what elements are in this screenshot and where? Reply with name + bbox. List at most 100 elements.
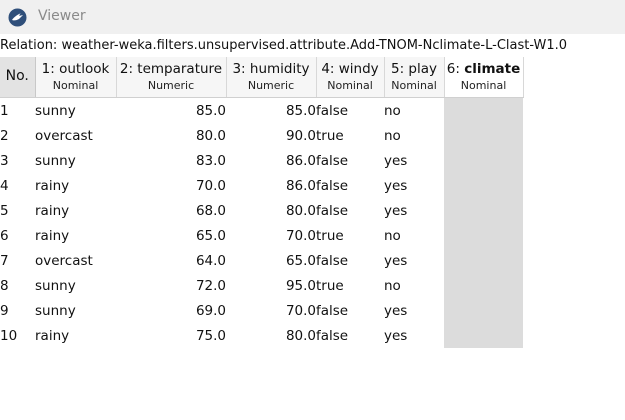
title-bar: Viewer (0, 0, 625, 34)
cell-play[interactable]: yes (384, 302, 408, 319)
cell-temparature[interactable]: 85.0 (195, 102, 226, 119)
cell-windy[interactable]: false (316, 202, 349, 219)
cell-play[interactable]: yes (384, 202, 408, 219)
relation-name: weather-weka.filters.unsupervised.attrib… (61, 38, 568, 53)
column-header-climate[interactable]: 6: climate Nominal (444, 57, 524, 98)
row-number[interactable]: 3 (0, 152, 9, 169)
column-header-temparature[interactable]: 2: temparature Numeric (116, 57, 227, 98)
column-name: 4: windy (321, 61, 379, 78)
column-name-bold: climate (464, 61, 521, 78)
table-row[interactable]: 3 sunny 83.0 86.0 false yes (0, 148, 523, 173)
cell-humidity[interactable]: 80.0 (285, 202, 316, 219)
cell-humidity[interactable]: 86.0 (285, 177, 316, 194)
row-number[interactable]: 1 (0, 102, 9, 119)
cell-temparature[interactable]: 80.0 (195, 127, 226, 144)
row-number[interactable]: 7 (0, 252, 9, 269)
cell-climate[interactable] (444, 198, 523, 223)
cell-outlook[interactable]: sunny (35, 102, 76, 119)
table-row[interactable]: 1 sunny 85.0 85.0 false no (0, 97, 523, 123)
cell-climate[interactable] (444, 123, 523, 148)
cell-temparature[interactable]: 65.0 (195, 227, 226, 244)
cell-humidity[interactable]: 80.0 (285, 327, 316, 344)
column-type: Nominal (327, 79, 373, 93)
row-number[interactable]: 5 (0, 202, 9, 219)
row-number[interactable]: 8 (0, 277, 9, 294)
table-row[interactable]: 10 rainy 75.0 80.0 false yes (0, 323, 523, 348)
column-header-play[interactable]: 5: play Nominal (384, 57, 445, 98)
cell-climate[interactable] (444, 323, 523, 348)
cell-outlook[interactable]: overcast (35, 127, 93, 144)
table-row[interactable]: 9 sunny 69.0 70.0 false yes (0, 298, 523, 323)
cell-outlook[interactable]: overcast (35, 252, 93, 269)
cell-temparature[interactable]: 68.0 (195, 202, 226, 219)
cell-play[interactable]: yes (384, 152, 408, 169)
cell-outlook[interactable]: sunny (35, 302, 76, 319)
cell-outlook[interactable]: rainy (35, 327, 70, 344)
column-type: Numeric (147, 79, 195, 93)
window-title: Viewer (38, 8, 86, 24)
table-row[interactable]: 4 rainy 70.0 86.0 false yes (0, 173, 523, 198)
cell-temparature[interactable]: 72.0 (195, 277, 226, 294)
row-number[interactable]: 4 (0, 177, 9, 194)
cell-temparature[interactable]: 64.0 (195, 252, 226, 269)
cell-climate[interactable] (444, 273, 523, 298)
column-prefix: 6: (446, 61, 460, 78)
cell-play[interactable]: no (384, 127, 401, 144)
cell-play[interactable]: yes (384, 252, 408, 269)
table-row[interactable]: 2 overcast 80.0 90.0 true no (0, 123, 523, 148)
row-number[interactable]: 10 (0, 327, 18, 344)
cell-windy[interactable]: true (316, 277, 344, 294)
cell-windy[interactable]: false (316, 102, 349, 119)
cell-humidity[interactable]: 65.0 (285, 252, 316, 269)
cell-climate[interactable] (444, 173, 523, 198)
cell-outlook[interactable]: rainy (35, 177, 70, 194)
cell-temparature[interactable]: 69.0 (195, 302, 226, 319)
cell-climate[interactable] (444, 148, 523, 173)
column-header-windy[interactable]: 4: windy Nominal (316, 57, 385, 98)
row-number[interactable]: 2 (0, 127, 9, 144)
cell-humidity[interactable]: 95.0 (285, 277, 316, 294)
cell-windy[interactable]: false (316, 177, 349, 194)
cell-windy[interactable]: false (316, 152, 349, 169)
cell-humidity[interactable]: 70.0 (285, 227, 316, 244)
column-name: 6: climate (445, 61, 523, 78)
table-row[interactable]: 8 sunny 72.0 95.0 true no (0, 273, 523, 298)
cell-outlook[interactable]: sunny (35, 152, 76, 169)
cell-outlook[interactable]: sunny (35, 277, 76, 294)
cell-temparature[interactable]: 70.0 (195, 177, 226, 194)
cell-play[interactable]: yes (384, 177, 408, 194)
cell-climate[interactable] (444, 248, 523, 273)
column-header-no[interactable]: No. (0, 57, 36, 98)
cell-play[interactable]: yes (384, 327, 408, 344)
cell-outlook[interactable]: rainy (35, 202, 70, 219)
cell-windy[interactable]: false (316, 252, 349, 269)
table-row[interactable]: 6 rainy 65.0 70.0 true no (0, 223, 523, 248)
cell-humidity[interactable]: 86.0 (285, 152, 316, 169)
cell-outlook[interactable]: rainy (35, 227, 70, 244)
cell-play[interactable]: no (384, 102, 401, 119)
row-number[interactable]: 9 (0, 302, 9, 319)
cell-climate[interactable] (444, 97, 523, 123)
cell-temparature[interactable]: 75.0 (195, 327, 226, 344)
cell-climate[interactable] (444, 298, 523, 323)
cell-windy[interactable]: true (316, 127, 344, 144)
row-number[interactable]: 6 (0, 227, 9, 244)
column-header-no-label: No. (5, 68, 29, 85)
table-row[interactable]: 5 rainy 68.0 80.0 false yes (0, 198, 523, 223)
cell-climate[interactable] (444, 223, 523, 248)
cell-windy[interactable]: false (316, 327, 349, 344)
cell-play[interactable]: no (384, 277, 401, 294)
cell-humidity[interactable]: 70.0 (285, 302, 316, 319)
column-name: 3: humidity (232, 61, 310, 78)
column-type: Nominal (460, 79, 507, 93)
column-header-outlook[interactable]: 1: outlook Nominal (35, 57, 117, 98)
cell-humidity[interactable]: 85.0 (285, 102, 316, 119)
cell-windy[interactable]: true (316, 227, 344, 244)
column-type: Nominal (52, 79, 99, 93)
cell-humidity[interactable]: 90.0 (285, 127, 316, 144)
column-header-humidity[interactable]: 3: humidity Numeric (226, 57, 317, 98)
cell-play[interactable]: no (384, 227, 401, 244)
cell-temparature[interactable]: 83.0 (195, 152, 226, 169)
cell-windy[interactable]: false (316, 302, 349, 319)
table-row[interactable]: 7 overcast 64.0 65.0 false yes (0, 248, 523, 273)
